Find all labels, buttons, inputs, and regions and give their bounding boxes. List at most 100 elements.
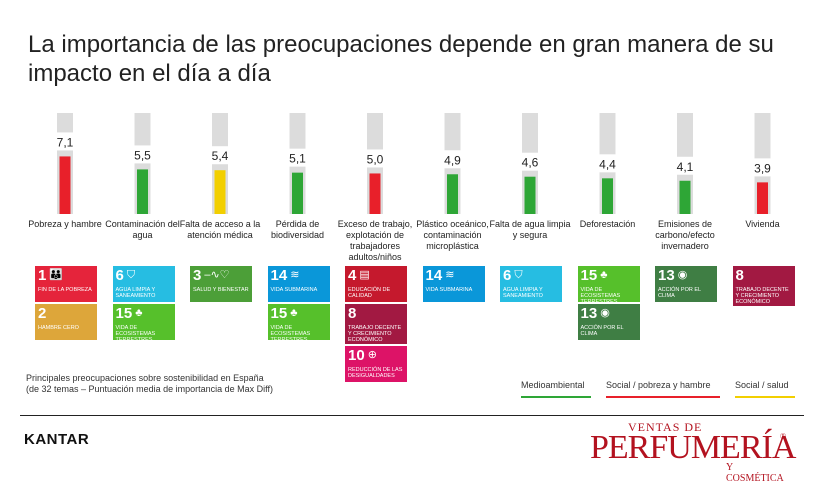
sdg-label: Acción por el clima bbox=[580, 325, 624, 337]
sdg-number: 8 bbox=[735, 267, 744, 284]
chart-note: Principales preocupaciones sobre sosteni… bbox=[26, 373, 273, 395]
kantar-logo: KANTAR bbox=[24, 431, 90, 448]
category-label: Exceso de trabajo, explotación de trabaj… bbox=[337, 219, 413, 262]
sdg-badge: 4 ▤ Educación de calidad bbox=[345, 266, 407, 302]
ventas-de-perfumeria-logo: VENTAS DE PERFUMERÍA Y COSMÉTICA ® bbox=[590, 420, 796, 484]
logo-line-2: PERFUMERÍA bbox=[590, 429, 796, 466]
sdg-number: 14 bbox=[425, 267, 443, 284]
sdg-icon: ≋ bbox=[290, 269, 300, 281]
logo-line-3: Y COSMÉTICA bbox=[726, 462, 784, 484]
value-label-bg bbox=[212, 146, 228, 165]
sdg-label: Vida de ecosistemas terrestres bbox=[580, 287, 621, 302]
sdg-number: 13 bbox=[658, 267, 675, 284]
legend-label: Social / salud bbox=[735, 380, 789, 390]
sdg-badge: 13 ◉ Acción por el clima bbox=[655, 266, 717, 302]
legend-swatch bbox=[735, 396, 795, 398]
sdg-icon: ◉ bbox=[600, 307, 610, 319]
sdg-number: 13 bbox=[580, 305, 598, 322]
sdg-icon: –∿♡ bbox=[204, 269, 230, 281]
bar-chart: 7,1 5,5 5,4 5,1 5,0 4,9 4,6 4,4 4,1 3,9 bbox=[57, 113, 771, 214]
bar bbox=[679, 180, 691, 214]
chart-title: La importancia de las preocupaciones dep… bbox=[28, 31, 774, 87]
value-label-bg bbox=[289, 148, 306, 167]
sdg-number: 4 bbox=[348, 267, 357, 284]
bar bbox=[757, 182, 768, 214]
category-label: Vivienda bbox=[745, 219, 780, 229]
value-label: 5,4 bbox=[212, 149, 229, 163]
sdg-number: 15 bbox=[270, 305, 288, 322]
sdg-icon: ♣ bbox=[135, 307, 143, 319]
sdg-label: Agua limpia y saneamiento bbox=[503, 287, 543, 299]
sdg-number: 15 bbox=[115, 305, 133, 322]
sdg-label: Salud y bienestar bbox=[193, 287, 249, 293]
sdg-number: 6 bbox=[115, 267, 124, 284]
value-label-bg bbox=[367, 149, 383, 168]
logo-registered-mark: ® bbox=[780, 432, 787, 441]
category-label: Deforestación bbox=[579, 219, 636, 229]
sdg-label: Hambre cero bbox=[38, 325, 79, 331]
logo-line-1: VENTAS DE bbox=[628, 420, 703, 434]
sdg-badge: 15 ♣ Vida de ecosistemas terrestres bbox=[577, 266, 640, 302]
value-label: 4,9 bbox=[444, 153, 461, 167]
legend-swatch bbox=[521, 396, 591, 398]
sdg-number: 10 bbox=[348, 347, 365, 364]
sdg-badge: 14 ≋ Vida submarina bbox=[422, 266, 485, 302]
value-label: 5,0 bbox=[367, 152, 384, 166]
bar bbox=[369, 173, 381, 214]
divider bbox=[20, 415, 804, 416]
sdg-icon: ♣ bbox=[290, 307, 298, 319]
sdg-badge: 14 ≋ Vida submarina bbox=[267, 266, 330, 302]
legend-label: Medioambiental bbox=[521, 380, 585, 390]
sdg-icon: ⛉ bbox=[514, 269, 523, 281]
bar bbox=[447, 174, 458, 214]
sdg-number: 15 bbox=[580, 267, 598, 284]
legend-label: Social / pobreza y hambre bbox=[606, 380, 711, 390]
sdg-badge: 2 Hambre cero bbox=[35, 304, 97, 340]
bar bbox=[137, 169, 148, 214]
category-label: Emisiones de carbono/efecto invernadero bbox=[655, 219, 715, 251]
sdg-badge: 10 ⊕ Reducción de las desigualdades bbox=[345, 346, 407, 382]
note-line-2: (de 32 temas – Puntuación media de impor… bbox=[26, 384, 273, 394]
sdg-icon: ◉ bbox=[677, 269, 688, 281]
sdg-label: Vida submarina bbox=[425, 287, 473, 293]
sdg-icon: ⊕ bbox=[367, 349, 377, 361]
sdg-badge: 15 ♣ Vida de ecosistemas terrestres bbox=[267, 304, 330, 340]
legend-swatch bbox=[606, 396, 720, 398]
sdg-label: Educación de calidad bbox=[348, 287, 391, 299]
value-label: 4,1 bbox=[677, 160, 694, 174]
sdg-number: 14 bbox=[270, 267, 288, 284]
sdg-icon: ♣ bbox=[600, 269, 608, 281]
sdg-icon: ≋ bbox=[445, 269, 455, 281]
sdg-label: Vida de ecosistemas terrestres bbox=[270, 325, 311, 340]
sdg-badge: 3 –∿♡ Salud y bienestar bbox=[190, 266, 252, 302]
value-label-bg bbox=[444, 150, 461, 169]
sdg-icon: ▤ bbox=[359, 269, 370, 281]
category-label: Pobreza y hambre bbox=[28, 219, 102, 229]
bar bbox=[59, 156, 71, 214]
bar bbox=[524, 176, 536, 214]
sdg-badge: 15 ♣ Vida de ecosistemas terrestres bbox=[112, 304, 175, 340]
value-label: 4,4 bbox=[599, 157, 616, 171]
sdg-badge: 13 ◉ Acción por el clima bbox=[577, 304, 640, 340]
value-label: 3,9 bbox=[754, 161, 771, 175]
sdg-label: Reducción de las desigualdades bbox=[348, 367, 403, 379]
value-label-bg bbox=[599, 154, 616, 173]
value-label-bg bbox=[134, 145, 151, 164]
value-label: 5,5 bbox=[134, 148, 151, 162]
sdg-badge: 6 ⛉ Agua limpia y saneamiento bbox=[500, 266, 562, 302]
bar bbox=[602, 178, 613, 214]
value-label: 7,1 bbox=[57, 135, 74, 149]
bar bbox=[292, 172, 303, 214]
sdg-number: 8 bbox=[348, 305, 357, 322]
sdg-label: Vida submarina bbox=[270, 287, 318, 293]
sdg-badge: 8 Trabajo decente y crecimiento económico bbox=[732, 266, 795, 306]
category-label: Falta de acceso a la atención médica bbox=[179, 219, 261, 240]
bar bbox=[214, 170, 226, 214]
sdg-number: 3 bbox=[193, 267, 202, 284]
sdg-icon: ⛉ bbox=[126, 269, 136, 281]
sdg-icon: 👪 bbox=[49, 269, 64, 281]
sdg-label: Vida de ecosistemas terrestres bbox=[115, 325, 156, 340]
category-label: Contaminación del agua bbox=[105, 219, 180, 240]
category-label: Pérdida de biodiversidad bbox=[270, 219, 325, 240]
value-label: 5,1 bbox=[289, 152, 306, 166]
